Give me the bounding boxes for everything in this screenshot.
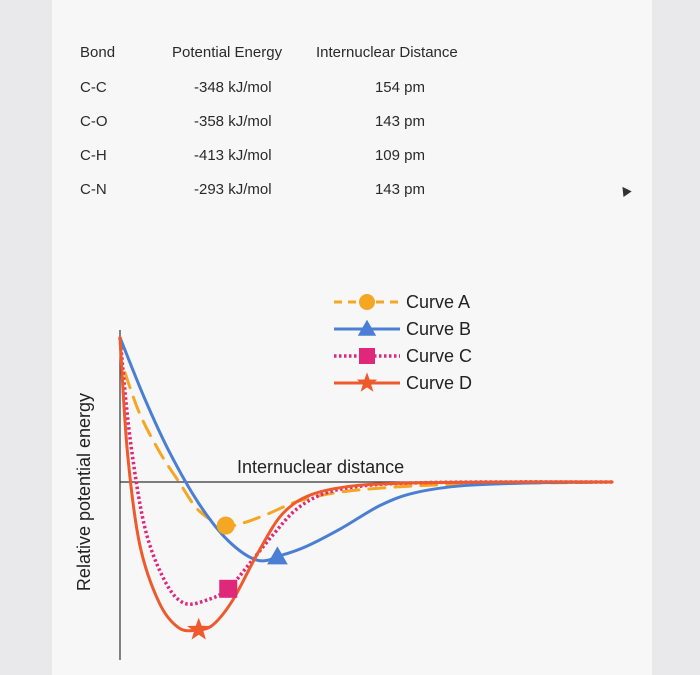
cell-energy: -348 kJ/mol <box>194 78 272 96</box>
header-potential-energy: Potential Energy <box>172 43 283 61</box>
legend-triangle-icon <box>357 319 377 336</box>
cell-bond: C-C <box>80 78 107 96</box>
header-internuclear-distance: Internuclear Distance <box>316 43 458 61</box>
cell-distance: 143 pm <box>374 180 426 198</box>
cell-distance: 143 pm <box>374 112 426 130</box>
table-row: C-H -413 kJ/mol 109 pm <box>68 138 516 172</box>
legend-label: Curve A <box>406 292 470 312</box>
table-row: C-C -348 kJ/mol 154 pm <box>68 70 516 104</box>
cell-distance: 109 pm <box>374 146 426 164</box>
legend-circle-icon <box>359 294 375 310</box>
legend-square-icon <box>359 348 375 364</box>
worksheet-page: Bond Potential Energy Internuclear Dista… <box>52 0 652 675</box>
x-axis-label: Internuclear distance <box>237 457 404 477</box>
circle-marker-curve-a <box>216 516 235 535</box>
header-bond: Bond <box>80 43 116 61</box>
curve-curve-d-line <box>118 336 614 633</box>
square-marker-curve-c <box>219 579 238 598</box>
y-axis-label: Relative potential energy <box>74 393 94 591</box>
legend-label: Curve C <box>406 346 472 366</box>
legend-star-icon <box>356 372 378 392</box>
table-row: C-O -358 kJ/mol 143 pm <box>68 104 516 138</box>
star-marker-curve-d <box>187 617 211 640</box>
curve-curve-b-line <box>118 336 614 563</box>
cell-bond: C-O <box>80 112 108 130</box>
triangle-marker-curve-b <box>267 546 288 565</box>
potential-energy-chart: Internuclear distance Relative potential … <box>74 292 614 660</box>
cell-bond: C-H <box>80 146 107 164</box>
cell-bond: C-N <box>80 180 107 198</box>
curve-curve-a-line <box>123 371 614 528</box>
legend-label: Curve B <box>406 319 471 339</box>
cell-energy: -413 kJ/mol <box>194 146 272 164</box>
bond-data-table: Bond Potential Energy Internuclear Dista… <box>68 34 516 206</box>
cell-distance: 154 pm <box>374 78 426 96</box>
legend-label: Curve D <box>406 373 472 393</box>
table-row: C-N -293 kJ/mol 143 pm <box>68 172 516 206</box>
cell-energy: -293 kJ/mol <box>194 180 272 198</box>
table-header-row: Bond Potential Energy Internuclear Dista… <box>68 34 516 70</box>
cell-energy: -358 kJ/mol <box>194 112 272 130</box>
